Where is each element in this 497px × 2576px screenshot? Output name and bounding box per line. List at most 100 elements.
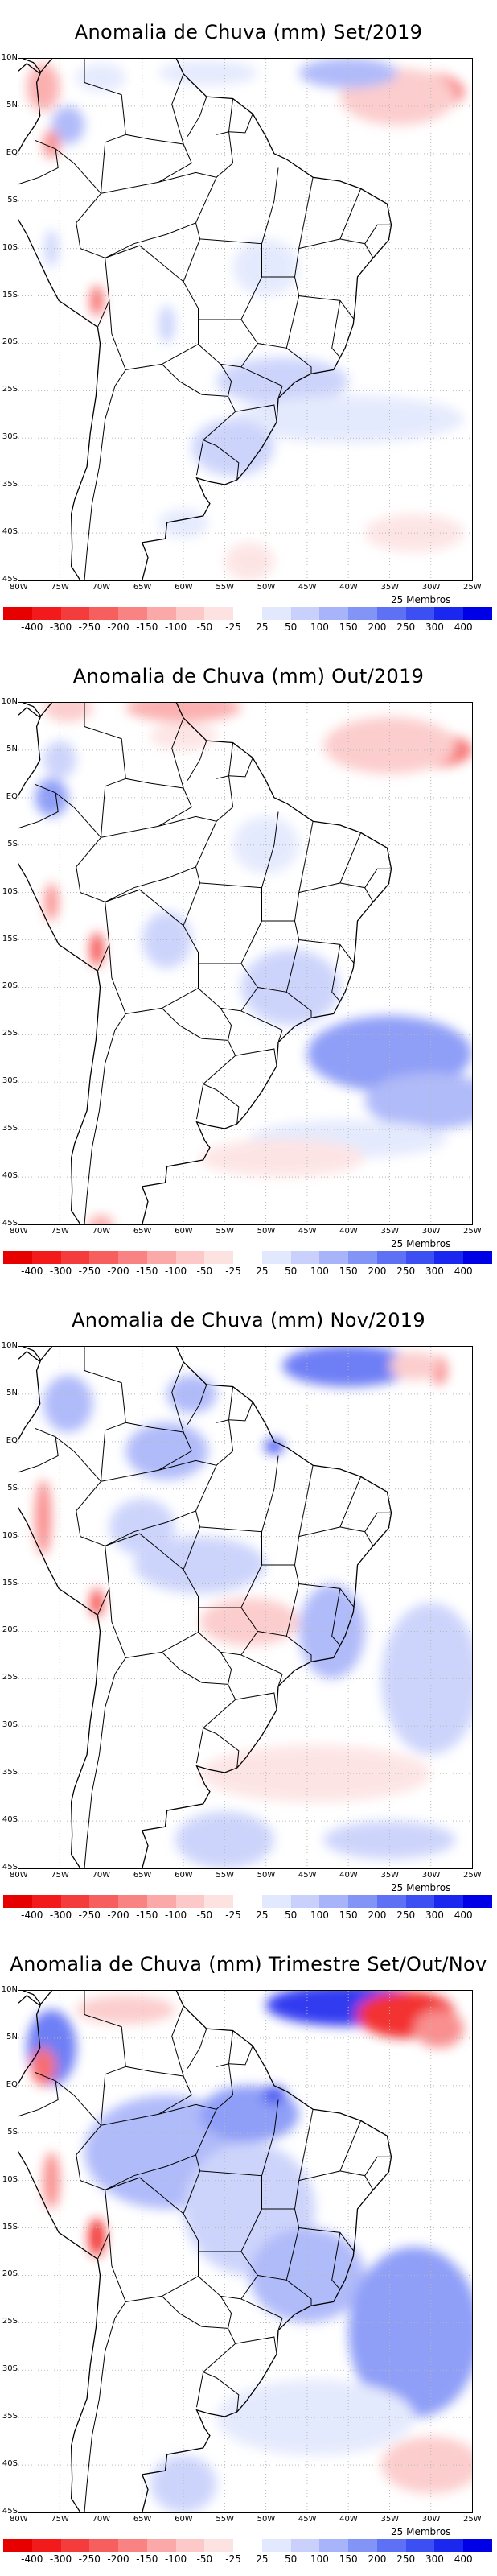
colorbar-tick-label: -250 [78,2553,101,2565]
colorbar-tick-label: -300 [49,1909,72,1921]
longitude-label: 70W [92,2515,111,2524]
colorbar-tick-label: 300 [425,2553,444,2565]
anomaly-region [191,419,274,477]
anomaly-region [298,59,398,89]
colorbar-tick-label: -50 [196,1909,213,1921]
anomaly-region [90,932,104,967]
colorbar-swatch [3,1895,32,1908]
colorbar-swatch [60,607,90,620]
colorbar-tick-label: -300 [49,621,72,633]
longitude-label: 30W [421,1227,441,1236]
colorbar-tick-label: -150 [136,1265,158,1277]
colorbar-tick-label: 25 [256,2553,269,2565]
colorbar-tick-label: -150 [136,2553,158,2565]
colorbar-tick-label: -250 [78,1909,101,1921]
coastline [18,1991,392,2512]
latitude-label: 30S [2,432,18,442]
longitude-label: 50W [257,1227,276,1236]
anomaly-region [27,63,60,111]
latitude-label: 5S [7,2127,18,2136]
colorbar-tick-label: 250 [396,1909,416,1921]
colorbar-swatch [319,607,349,620]
longitude-label: 35W [380,1871,400,1880]
anomaly-map [18,1347,472,1868]
colorbar-tick-label: 50 [285,2553,298,2565]
anomaly-region [44,229,59,268]
latitude-label: 15S [2,2222,18,2231]
latitude-label: 5S [7,839,18,848]
latitude-label: 40S [2,1815,18,1825]
colorbar-tick-label: -250 [78,621,101,633]
colorbar-tick-label: 250 [396,1265,416,1277]
colorbar-swatch [146,607,176,620]
colorbar-tick-label: 200 [368,1909,387,1921]
longitude-label: 30W [421,2515,441,2524]
colorbar-tick-label: 250 [396,621,416,633]
coastline [18,1347,392,1868]
colorbar-swatch [434,1895,464,1908]
longitude-label: 75W [51,1871,69,1880]
longitude-label: 40W [339,1227,358,1236]
colorbar-labels: -400 -300 -250 -200 -150 -100 -50 -25 25 50 100 150… [3,2553,492,2566]
anomaly-region [240,949,340,1026]
colorbar-swatch [319,1895,349,1908]
longitude-label: 60W [175,583,193,592]
latitude-label: 10S [2,242,18,252]
colorbar-tick-label: 300 [425,621,444,633]
colorbar-swatch [89,1251,119,1264]
latitude-label: 5S [7,195,18,204]
colorbar-swatch [204,1251,234,1264]
longitude-label: 35W [380,2515,400,2524]
colorbar-swatch [348,2539,377,2552]
central-america-coast [18,1991,42,2006]
colorbar-swatch [175,1895,205,1908]
colorbar-tick-label: -100 [164,2553,187,2565]
longitude-label: 60W [175,1871,193,1880]
anomaly-region [31,2047,56,2086]
latitude-label: 40S [2,527,18,537]
central-america-coast [18,1347,42,1362]
map-panel: Anomalia de Chuva (mm) Trimestre Set/Out… [0,1932,497,2576]
colorbar-tick-label: 50 [285,1265,298,1277]
latitude-label: 35S [2,2412,18,2421]
anomaly-region [76,1995,175,2025]
colorbar-swatch [290,1895,320,1908]
colorbar-swatch [405,1895,435,1908]
colorbar-tick-label: -50 [196,621,213,633]
colorbar-tick-label: 400 [454,2553,473,2565]
political-borders [18,703,392,1224]
colorbar-swatch [175,607,205,620]
colorbar-swatch [118,2539,147,2552]
colorbar-swatch [233,1251,262,1264]
anomaly-region [43,703,93,722]
map-area [18,58,473,581]
colorbar-swatch [463,1251,493,1264]
colorbar-tick-label: 400 [454,1265,473,1277]
longitude-label: 75W [51,2515,69,2524]
colorbar-swatch [31,1251,61,1264]
colorbar-swatch [434,2539,464,2552]
longitude-label: 25W [463,583,482,592]
latitude-label: 5N [6,1388,18,1397]
colorbar-tick-label: -25 [225,1265,241,1277]
latitude-label: 15S [2,934,18,943]
map-area [18,1990,473,2513]
panel-title: Anomalia de Chuva (mm) Nov/2019 [72,1309,425,1331]
colorbar-swatch [60,1251,90,1264]
latitude-label: 45S [2,2507,18,2516]
colorbar-swatch [348,1895,377,1908]
map-area [18,1346,473,1869]
longitude-label: 75W [51,583,69,592]
colorbar-swatch [376,1251,406,1264]
longitude-label: 25W [463,2515,482,2524]
anomaly-region [199,1744,431,1802]
anomaly-map [18,703,472,1224]
colorbar [3,2539,493,2552]
anomaly-region [125,1422,208,1480]
colorbar-tick-label: -200 [107,621,129,633]
anomaly-region [381,1603,472,1755]
anomaly-region [166,1375,217,1414]
longitude-label: 35W [380,583,400,592]
colorbar-swatch [376,2539,406,2552]
latitude-label: 10S [2,2174,18,2184]
